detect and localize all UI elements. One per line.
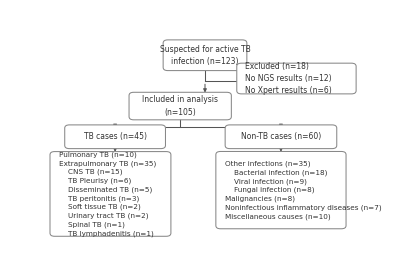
Text: Non-TB cases (n=60): Non-TB cases (n=60) (241, 132, 321, 141)
FancyBboxPatch shape (65, 125, 166, 148)
Text: Excluded (n=18)
No NGS results (n=12)
No Xpert results (n=6): Excluded (n=18) No NGS results (n=12) No… (245, 62, 332, 95)
Text: Other infections (n=35)
    Bacterial infection (n=18)
    Viral infection (n=9): Other infections (n=35) Bacterial infect… (224, 161, 381, 220)
FancyBboxPatch shape (163, 40, 247, 71)
Text: TB cases (n=45): TB cases (n=45) (84, 132, 146, 141)
FancyBboxPatch shape (225, 125, 337, 148)
Text: Suspected for active TB
infection (n=123): Suspected for active TB infection (n=123… (160, 45, 250, 66)
FancyBboxPatch shape (50, 152, 171, 236)
FancyBboxPatch shape (129, 92, 231, 120)
FancyBboxPatch shape (237, 63, 356, 94)
FancyBboxPatch shape (216, 152, 346, 229)
Text: Pulmonary TB (n=10)
Extrapulmonary TB (n=35)
    CNS TB (n=15)
    TB Pleurisy (: Pulmonary TB (n=10) Extrapulmonary TB (n… (59, 151, 156, 236)
Text: Included in analysis
(n=105): Included in analysis (n=105) (142, 95, 218, 117)
